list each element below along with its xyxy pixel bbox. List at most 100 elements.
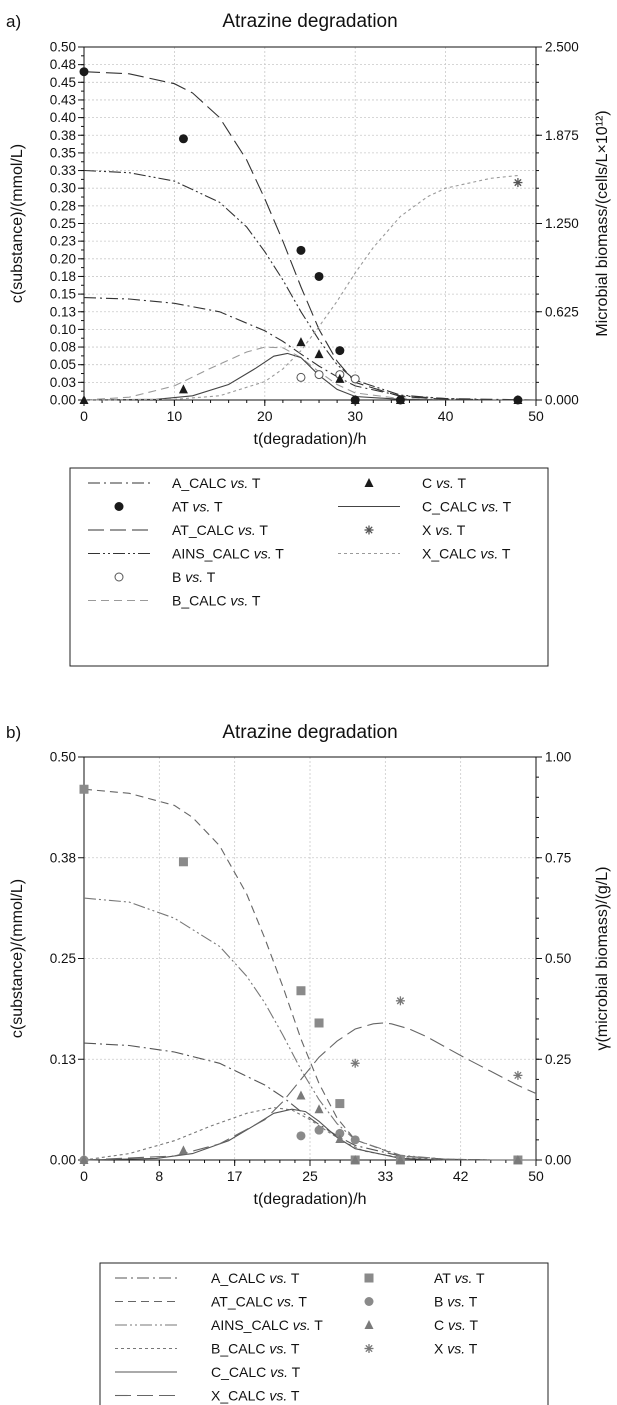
legend-marker bbox=[364, 478, 374, 487]
legend: A_CALC vs. T AT_CALC vs. T AINS_CALC vs. T… bbox=[99, 1262, 549, 1405]
data-point-x bbox=[350, 1058, 360, 1068]
legend-marker bbox=[364, 525, 374, 535]
legend-item: C vs. T bbox=[364, 475, 467, 491]
y-tick-label: 0.03 bbox=[50, 375, 76, 390]
data-point-c bbox=[79, 395, 89, 404]
data-point-at bbox=[296, 986, 306, 996]
grid-lines bbox=[84, 757, 536, 1160]
data-point-c bbox=[513, 395, 523, 404]
chart-panel-b: b) Atrazine degradation 0 8 17 25 33 42 50 0.00 0.… bbox=[6, 722, 611, 1405]
legend-marker bbox=[114, 502, 124, 511]
series-line-ains-calc bbox=[84, 897, 536, 1161]
y-tick-label: 0.00 bbox=[50, 393, 76, 408]
data-point-b bbox=[314, 370, 324, 380]
series-line-a-calc bbox=[84, 297, 536, 401]
legend-label: AT_CALC vs. T bbox=[172, 522, 268, 538]
data-point-b bbox=[314, 1125, 324, 1135]
data-point-c bbox=[350, 395, 360, 404]
marker-layer bbox=[79, 784, 523, 1165]
y-tick-label: 0.10 bbox=[50, 322, 76, 337]
data-point-at bbox=[314, 1018, 324, 1028]
legend-marker bbox=[114, 572, 124, 582]
x-tick-label: 30 bbox=[347, 408, 363, 424]
data-point-c bbox=[296, 337, 306, 347]
legend-label: A_CALC vs. T bbox=[211, 1270, 300, 1286]
y2-tick-label: 0.000 bbox=[545, 393, 579, 408]
data-point-at bbox=[79, 784, 89, 794]
y2-tick-label: 1.875 bbox=[545, 128, 579, 143]
data-point-c bbox=[335, 373, 345, 383]
legend-box bbox=[99, 1262, 549, 1405]
data-point-at bbox=[178, 134, 188, 144]
panel-label: a) bbox=[6, 12, 21, 31]
legend-marker bbox=[364, 1320, 374, 1329]
legend-item: AINS_CALC vs. T bbox=[88, 546, 284, 562]
x-tick-label: 8 bbox=[155, 1168, 163, 1184]
y2-tick-label: 0.50 bbox=[545, 951, 571, 966]
data-point-c bbox=[296, 1090, 306, 1100]
legend-item: B vs. T bbox=[364, 1294, 478, 1310]
y-tick-label: 0.23 bbox=[50, 234, 76, 249]
y2-tick-label: 2.500 bbox=[545, 40, 579, 55]
legend-label: C vs. T bbox=[434, 1317, 479, 1333]
x-tick-label: 20 bbox=[257, 408, 273, 424]
series-line-c-calc bbox=[84, 1108, 536, 1161]
x-tick-label: 17 bbox=[227, 1168, 243, 1184]
chart-title: Atrazine degradation bbox=[222, 11, 397, 32]
data-point-at bbox=[335, 1099, 345, 1109]
y-tick-label: 0.05 bbox=[50, 357, 76, 372]
legend-item: AINS_CALC vs. T bbox=[115, 1317, 323, 1333]
series-line-x-calc bbox=[84, 1022, 536, 1161]
data-point-c bbox=[513, 1155, 523, 1164]
legend-item: A_CALC vs. T bbox=[88, 475, 261, 491]
data-point-c bbox=[178, 1145, 188, 1155]
x-tick-label: 42 bbox=[453, 1168, 469, 1184]
data-point-c bbox=[178, 384, 188, 394]
series-line-b-calc bbox=[84, 346, 536, 401]
y-tick-label: 0.33 bbox=[50, 163, 76, 178]
chart-title: Atrazine degradation bbox=[222, 722, 397, 743]
y-tick-label: 0.28 bbox=[50, 198, 76, 213]
data-point-b bbox=[350, 1135, 360, 1145]
x-tick-label: 10 bbox=[167, 408, 183, 424]
legend-item: C vs. T bbox=[364, 1317, 479, 1333]
y-tick-label: 0.00 bbox=[50, 1153, 76, 1168]
legend-item: AT_CALC vs. T bbox=[115, 1294, 307, 1310]
y2-tick-label: 0.75 bbox=[545, 850, 571, 865]
data-point-c bbox=[79, 1155, 89, 1164]
y-tick-label: 0.13 bbox=[50, 1052, 76, 1067]
legend-marker bbox=[364, 1297, 374, 1306]
x-tick-label: 0 bbox=[80, 1168, 88, 1184]
data-point-c bbox=[350, 1155, 360, 1164]
data-point-x bbox=[513, 178, 523, 188]
data-point-x bbox=[513, 1070, 523, 1080]
data-point-at bbox=[296, 245, 306, 255]
legend-marker bbox=[364, 1273, 374, 1283]
marker-layer bbox=[79, 67, 523, 405]
legend-item: B_CALC vs. T bbox=[115, 1341, 300, 1357]
x-tick-label: 33 bbox=[378, 1168, 394, 1184]
x-tick-label: 50 bbox=[528, 1168, 544, 1184]
y2-tick-label: 0.625 bbox=[545, 304, 579, 319]
data-point-c bbox=[335, 1134, 345, 1144]
legend-item: B vs. T bbox=[114, 569, 216, 585]
legend-label: AT vs. T bbox=[434, 1270, 485, 1286]
data-point-b bbox=[335, 1128, 345, 1138]
legend-label: AINS_CALC vs. T bbox=[211, 1317, 323, 1333]
legend-label: X_CALC vs. T bbox=[211, 1388, 300, 1404]
y2-axis-label: Microbial biomass/(cells/L×10¹²) bbox=[594, 110, 611, 336]
x-tick-label: 25 bbox=[302, 1168, 318, 1184]
x-axis-label: t(degradation)/h bbox=[254, 431, 367, 448]
legend-item: B_CALC vs. T bbox=[88, 593, 261, 609]
y-tick-label: 0.38 bbox=[50, 850, 76, 865]
y-axis-label: c(substance)/(mmol/L) bbox=[9, 144, 26, 303]
data-point-at bbox=[79, 67, 89, 77]
legend-label: X vs. T bbox=[434, 1341, 478, 1357]
legend-label: B vs. T bbox=[172, 569, 216, 585]
y-tick-label: 0.15 bbox=[50, 287, 76, 302]
legend: A_CALC vs. T AT vs. T AT_CALC vs. T AINS_CA… bbox=[69, 467, 549, 667]
legend-label: AT_CALC vs. T bbox=[211, 1294, 307, 1310]
legend-item: X_CALC vs. T bbox=[338, 546, 511, 562]
panel-label: b) bbox=[6, 723, 21, 742]
y2-tick-label: 1.250 bbox=[545, 216, 579, 231]
